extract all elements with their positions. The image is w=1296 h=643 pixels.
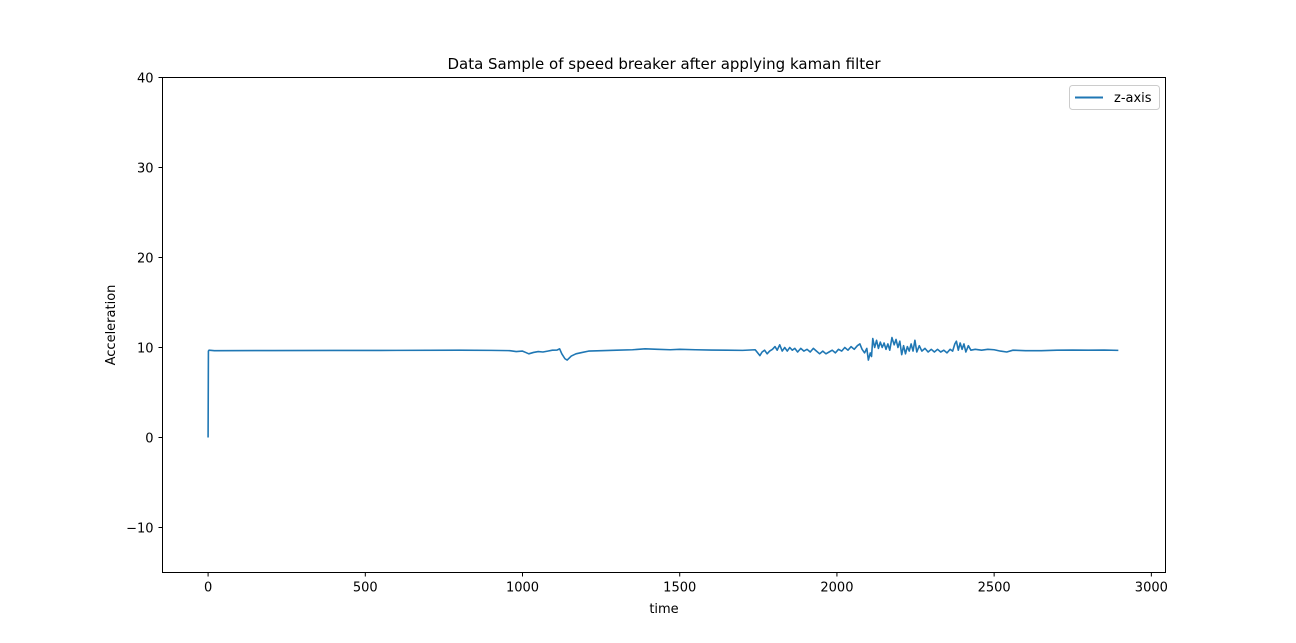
legend-frame (1069, 85, 1160, 110)
x-tick-label: 2500 (978, 581, 1011, 596)
series-layer (207, 336, 1119, 438)
chart-title: Data Sample of speed breaker after apply… (447, 55, 881, 73)
plot-area-frame (162, 77, 1166, 573)
legend: z-axis (1069, 85, 1160, 110)
x-tick-label: 0 (204, 581, 212, 596)
y-tick-label: 10 (137, 342, 154, 357)
x-axis-ticks: 0 500 1000 1500 2000 2500 3000 (204, 572, 1168, 596)
x-axis-title: time (649, 602, 678, 617)
y-tick-label: −10 (126, 522, 153, 537)
x-tick-label: 500 (353, 581, 378, 596)
x-tick-label: 1500 (663, 581, 696, 596)
series-line-z-axis (207, 336, 1119, 438)
x-tick-label: 1000 (506, 581, 539, 596)
y-axis-ticks: −10 0 10 20 30 40 (126, 72, 163, 537)
y-tick-label: 20 (137, 252, 154, 267)
y-tick-label: 30 (137, 162, 154, 177)
x-tick-label: 2000 (820, 581, 853, 596)
y-tick-label: 40 (137, 72, 154, 87)
y-axis-title: Acceleration (104, 285, 119, 366)
x-tick-label: 3000 (1135, 581, 1168, 596)
y-tick-label: 0 (145, 432, 153, 447)
legend-label-z-axis: z-axis (1114, 91, 1152, 106)
